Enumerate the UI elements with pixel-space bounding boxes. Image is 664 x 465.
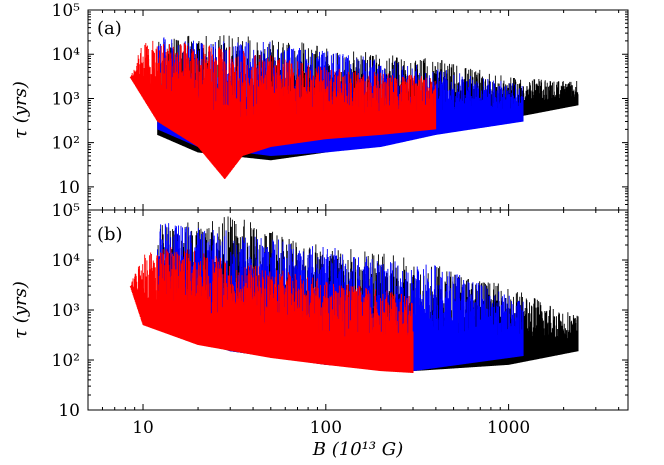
panel-b: 10 10² 10³ 10⁴ 10⁵ 10 100 1000 (b) τ (yrs) B (…: [10, 201, 629, 460]
y-tick-label: 10²: [52, 351, 80, 371]
panel-a-ylabel: τ (yrs): [10, 81, 31, 139]
x-tick-label: 100: [310, 418, 342, 438]
panel-b-series-3: [129, 247, 414, 373]
y-tick-label: 10³: [52, 301, 80, 321]
y-tick-label: 10: [58, 401, 80, 421]
x-tick-label: 1000: [487, 418, 530, 438]
panel-b-data-series: [129, 216, 579, 373]
x-tick-label: 10: [132, 418, 154, 438]
panel-a-tag: (a): [97, 18, 122, 39]
y-tick-label: 10²: [52, 134, 80, 154]
panel-b-tick-marks: [87, 210, 628, 411]
panel-b-x-tick-labels: 10 100 1000: [132, 418, 530, 438]
y-tick-label: 10⁴: [52, 45, 81, 65]
panel-b-y-tick-labels: 10 10² 10³ 10⁴ 10⁵: [52, 201, 81, 421]
y-tick-label: 10⁵: [52, 201, 81, 221]
panel-b-ticks: [87, 210, 628, 411]
y-tick-label: 10⁴: [52, 251, 81, 271]
x-axis-title: B (10¹³ G): [312, 439, 403, 460]
y-tick-label: 10⁵: [52, 1, 81, 21]
panel-b-tag: (b): [97, 224, 123, 245]
y-tick-label: 10³: [52, 89, 80, 109]
y-tick-label: 10: [58, 178, 80, 198]
panel-a-data-series: [129, 35, 579, 180]
panel-a-y-tick-labels: 10 10² 10³ 10⁴ 10⁵: [52, 1, 81, 198]
panel-a-series-3: [129, 40, 437, 180]
panel-b-ylabel: τ (yrs): [10, 281, 31, 339]
